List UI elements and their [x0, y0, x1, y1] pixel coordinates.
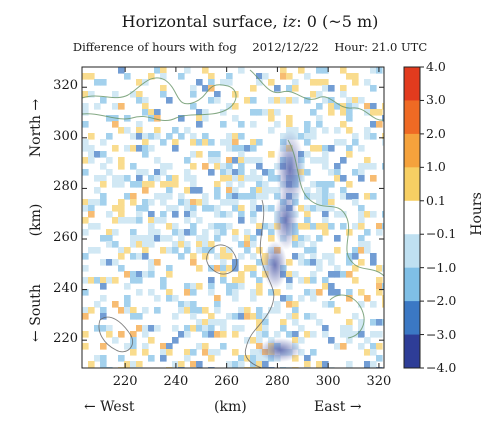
colorbar-tick-label: 3.0 — [426, 92, 446, 108]
plot-frame — [81, 66, 385, 369]
colorbar-segment — [404, 234, 420, 269]
x-tick-label: 320 — [366, 374, 392, 389]
colorbar-segment — [404, 133, 420, 168]
x-tick-label: 280 — [264, 374, 290, 389]
colorbar-tick-label: 2.0 — [426, 125, 446, 141]
colorbar-segment — [404, 67, 420, 101]
y-label-south: ← South — [28, 284, 44, 342]
y-tick-label: 240 — [53, 280, 78, 296]
colorbar-segment — [404, 100, 420, 135]
colorbar-label: Hours — [469, 192, 485, 236]
page-title: Horizontal surface, iz: 0 (~5 m) — [121, 12, 379, 31]
colorbar-segment — [404, 167, 420, 202]
colorbar-tick-label: −4.0 — [426, 360, 457, 375]
x-tick-label: 240 — [163, 374, 189, 389]
subtitle-description: Difference of hours with fog — [72, 40, 237, 54]
subtitle-date: 2012/12/22 — [252, 40, 319, 54]
subtitle-hour: Hour: 21.0 UTC — [334, 40, 428, 54]
y-tick-label: 300 — [53, 128, 78, 144]
colorbar-tick-label: −3.0 — [426, 326, 457, 342]
x-label-unit: (km) — [214, 399, 247, 415]
x-tick-label: 260 — [214, 374, 240, 389]
x-tick-label: 300 — [315, 374, 341, 389]
axis-ticks — [82, 67, 384, 368]
colorbar-tick-label: −0.1 — [426, 226, 457, 242]
colorbar-tick-label: −1.0 — [426, 259, 457, 275]
colorbar-tick-label: 0.1 — [426, 192, 446, 208]
colorbar — [403, 66, 424, 369]
y-tick-label: 220 — [53, 331, 78, 347]
colorbar-segment — [404, 301, 420, 335]
x-label-west: ← West — [84, 399, 135, 415]
y-label-north: North → — [28, 98, 44, 158]
colorbar-tick-label: −2.0 — [426, 293, 457, 309]
x-tick-label: 220 — [112, 374, 138, 389]
colorbar-tick-label: 1.0 — [426, 159, 446, 175]
colorbar-segment — [404, 267, 420, 302]
colorbar-segment — [404, 334, 420, 369]
colorbar-segment — [404, 200, 420, 235]
y-label-unit: (km) — [28, 203, 44, 237]
colorbar-tick-label: 4.0 — [426, 59, 446, 74]
x-label-east: East → — [314, 399, 362, 415]
map-field — [82, 67, 384, 368]
y-tick-label: 280 — [53, 179, 78, 195]
y-tick-label: 320 — [53, 78, 78, 94]
subtitle: Difference of hours with fog 2012/12/22 … — [0, 40, 500, 54]
y-tick-label: 260 — [53, 230, 78, 245]
